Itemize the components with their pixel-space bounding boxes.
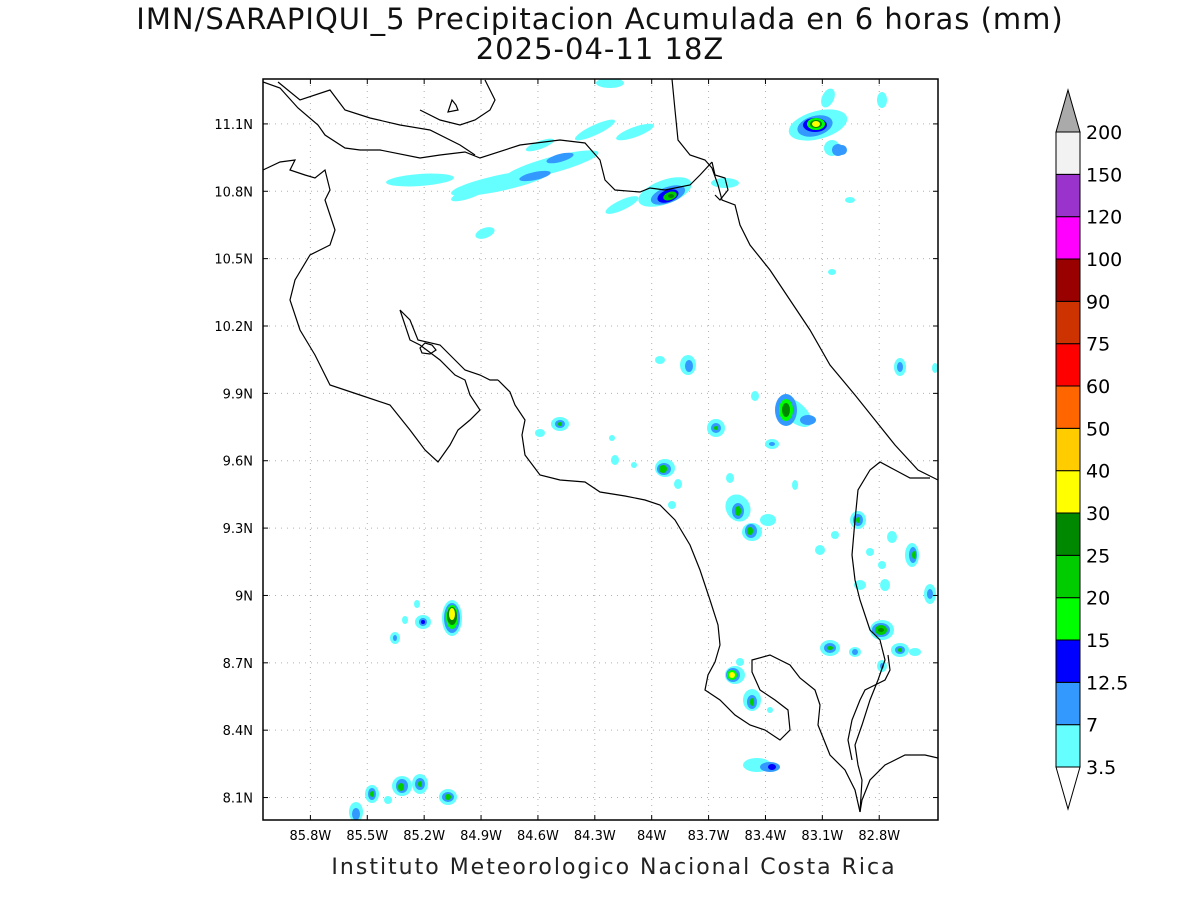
colorbar-level-label: 7 [1086, 715, 1098, 737]
colorbar-swatch [1055, 343, 1081, 387]
lat-tick-label: 10.2N [214, 320, 253, 335]
colorbar-level-label: 200 [1086, 122, 1122, 144]
lake-nicaragua-shore-east [419, 79, 496, 126]
colorbar-swatch [1055, 512, 1081, 556]
colorbar-level-label: 15 [1086, 630, 1110, 652]
ometepe-island [447, 98, 459, 113]
lon-tick-label: 85.8W [289, 829, 331, 844]
lat-tick-label: 8.1N [223, 792, 253, 807]
colorbar-level-label: 20 [1086, 588, 1110, 610]
colorbar-level-label: 12.5 [1086, 672, 1128, 694]
nicoya-gulf-shore [497, 379, 861, 813]
colorbar-swatch [1055, 639, 1081, 683]
lon-tick-label: 83.1W [801, 829, 843, 844]
panama-coast [859, 754, 938, 813]
colorbar-swatch [1055, 597, 1081, 641]
lon-tick-label: 84.9W [460, 829, 502, 844]
costa-rica-panama-border [851, 461, 930, 813]
lat-tick-label: 9.6N [223, 455, 253, 470]
colorbar: 3.5 7 12.5 15 20 25 30 40 50 60 75 90 100 120 150 200 [1055, 88, 1128, 811]
map-axes: 85.8W 85.5W 85.2W 84.9W 84.6W 84.3W 84W 83.7W 83… [214, 79, 938, 844]
colorbar-level-label: 100 [1086, 249, 1122, 271]
caño-island [419, 342, 437, 355]
map-title: IMN/SARAPIQUI_5 Precipitacion Acumulada … [136, 2, 1064, 36]
lat-tick-label: 8.4N [223, 724, 253, 739]
nicaragua-costa-rica-border [263, 81, 713, 193]
map-grid [263, 79, 938, 820]
colorbar-level-label: 120 [1086, 207, 1122, 229]
lon-tick-label: 85.2W [403, 829, 445, 844]
colorbar-level-label: 50 [1086, 418, 1110, 440]
colorbar-level-label: 40 [1086, 461, 1110, 483]
colorbar-level-label: 75 [1086, 334, 1110, 356]
colorbar-swatch [1055, 216, 1081, 260]
colorbar-swatch [1055, 681, 1081, 726]
colorbar-swatch [1055, 258, 1081, 302]
precip-band-north [386, 79, 887, 275]
lon-tick-label: 84.3W [574, 829, 616, 844]
lat-tick-label: 10.8N [214, 185, 253, 200]
lon-tick-label: 83.4W [745, 829, 787, 844]
colorbar-swatch [1055, 554, 1081, 599]
colorbar-swatch [1055, 427, 1081, 472]
colorbar-level-label: 30 [1086, 503, 1110, 525]
lat-tick-label: 9.9N [223, 387, 253, 402]
lon-tick-label: 84W [637, 829, 667, 844]
lon-tick-label: 82.8W [858, 829, 900, 844]
colorbar-level-label: 150 [1086, 164, 1122, 186]
map-subtitle-datetime: 2025-04-11 18Z [475, 32, 725, 66]
lake-nicaragua-shore-west [277, 81, 476, 156]
colorbar-swatch [1055, 385, 1081, 429]
colorbar-swatch [1055, 131, 1081, 175]
lat-tick-label: 8.7N [223, 657, 253, 672]
precip-major-cells [392, 88, 894, 805]
colorbar-swatch [1055, 173, 1081, 218]
lat-tick-label: 10.5N [214, 253, 253, 268]
lat-tick-label: 9.3N [223, 522, 253, 537]
burica-peninsula [847, 654, 891, 761]
colorbar-level-label: 60 [1086, 376, 1110, 398]
pacific-coast-guanacaste [263, 159, 498, 463]
lat-tick-label: 9N [235, 589, 253, 604]
colorbar-lower-arrow [1055, 766, 1081, 811]
footer-credit: Instituto Meteorologico Nacional Costa R… [331, 855, 897, 880]
lon-tick-label: 85.5W [346, 829, 388, 844]
colorbar-level-label: 90 [1086, 291, 1110, 313]
colorbar-swatch [1055, 300, 1081, 345]
colorbar-upper-arrow [1055, 88, 1081, 133]
colorbar-swatch [1055, 470, 1081, 514]
precip-scattered-cells [349, 355, 938, 820]
san-juan-river [711, 161, 729, 201]
lat-tick-label: 11.1N [214, 118, 253, 133]
precipitation-field [349, 79, 938, 820]
coastline-and-borders [263, 79, 938, 813]
colorbar-level-label: 3.5 [1086, 757, 1116, 779]
lon-tick-label: 84.6W [517, 829, 559, 844]
colorbar-swatch [1055, 724, 1081, 768]
lon-tick-label: 83.7W [688, 829, 730, 844]
colorbar-level-label: 25 [1086, 545, 1110, 567]
caribbean-coast-north [671, 79, 938, 481]
map-frame [262, 78, 939, 821]
